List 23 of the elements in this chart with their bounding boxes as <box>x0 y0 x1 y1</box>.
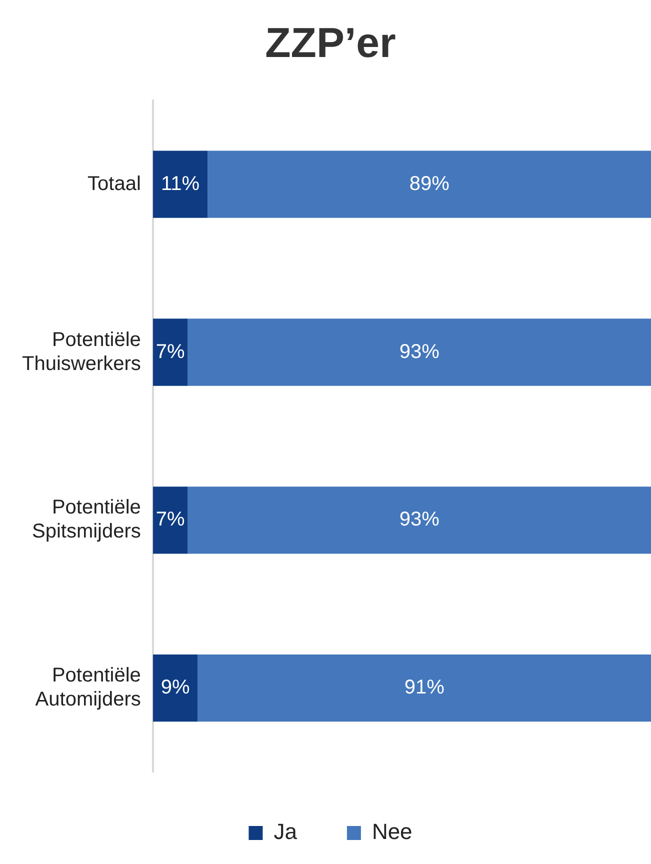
bar <box>152 150 208 218</box>
data-label: 93% <box>399 508 440 531</box>
data-label: 7% <box>156 508 186 531</box>
bar <box>208 150 651 218</box>
y-tick-label: Potentiële Automijders <box>35 664 141 711</box>
y-tick-label: Potentiële Spitsmijders <box>32 496 141 543</box>
data-label: 7% <box>156 340 186 363</box>
bar <box>188 486 651 554</box>
y-tick-label: Totaal <box>88 172 141 195</box>
bar <box>152 318 188 386</box>
bar <box>152 654 198 722</box>
legend-label: Ja <box>274 819 298 844</box>
data-label: 11% <box>161 172 200 195</box>
bar <box>198 654 651 722</box>
chart-title: ZZP’er <box>265 18 396 66</box>
data-label: 9% <box>160 676 190 699</box>
y-tick-label: Potentiële Thuiswerkers <box>22 328 141 375</box>
data-label: 91% <box>404 676 445 699</box>
legend-label: Nee <box>372 819 412 844</box>
data-label: 93% <box>399 340 440 363</box>
bar <box>188 318 651 386</box>
bar <box>152 486 188 554</box>
data-label: 89% <box>409 172 450 195</box>
